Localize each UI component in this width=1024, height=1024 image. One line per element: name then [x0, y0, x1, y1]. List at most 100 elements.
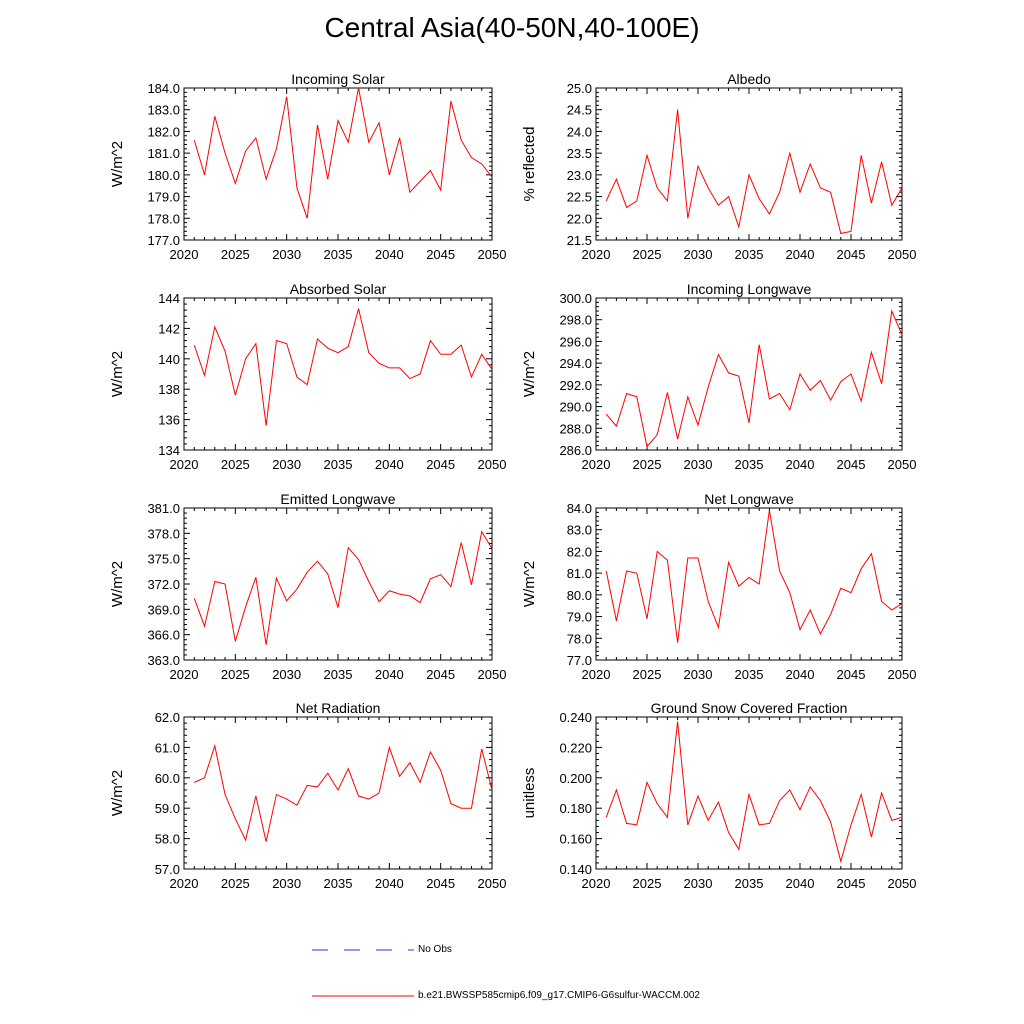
incoming-solar-ytick-label: 183.0 — [147, 103, 180, 118]
incoming-longwave-xtick-label: 2025 — [633, 457, 662, 472]
albedo-xtick-label: 2050 — [888, 247, 917, 262]
incoming-solar-xtick-label: 2035 — [324, 247, 353, 262]
net-radiation-ylabel: W/m^2 — [109, 770, 126, 816]
albedo-ytick-label: 24.5 — [567, 103, 592, 118]
albedo-series-line — [605, 109, 903, 235]
absorbed-solar-ylabel: W/m^2 — [109, 351, 126, 397]
emitted-longwave-title: Emitted Longwave — [280, 491, 395, 507]
net-radiation-title: Net Radiation — [296, 700, 381, 716]
emitted-longwave-xtick-label: 2040 — [375, 667, 404, 682]
incoming-solar-ytick-label: 177.0 — [147, 233, 180, 248]
ground-snow-covered-fraction-title: Ground Snow Covered Fraction — [651, 700, 848, 716]
legend-series-label: b.e21.BWSSP585cmip6.f09_g17.CMIP6-G6sulf… — [418, 990, 700, 1001]
incoming-longwave-ylabel: W/m^2 — [521, 351, 538, 397]
incoming-longwave-xtick-label: 2035 — [735, 457, 764, 472]
emitted-longwave-ytick-label: 375.0 — [147, 552, 180, 567]
albedo-ytick-label: 24.0 — [567, 124, 592, 139]
net-longwave-ytick-label: 77.0 — [567, 653, 592, 668]
net-longwave-series-line — [605, 510, 903, 643]
incoming-solar-xtick-label: 2040 — [375, 247, 404, 262]
emitted-longwave-xtick-label: 2025 — [221, 667, 250, 682]
emitted-longwave-ylabel: W/m^2 — [109, 561, 126, 607]
incoming-solar-xtick-label: 2030 — [272, 247, 301, 262]
incoming-longwave-ytick-label: 286.0 — [559, 443, 592, 458]
incoming-solar-xtick-label: 2050 — [478, 247, 507, 262]
incoming-longwave-ytick-label: 292.0 — [559, 378, 592, 393]
emitted-longwave-ytick-label: 381.0 — [147, 501, 180, 516]
incoming-solar-frame — [183, 87, 493, 241]
incoming-longwave-series-line — [605, 309, 903, 448]
incoming-longwave-frame — [595, 297, 903, 451]
emitted-longwave-xtick-label: 2035 — [324, 667, 353, 682]
albedo-ytick-label: 25.0 — [567, 81, 592, 96]
ground-snow-covered-fraction-ytick-label: 0.200 — [559, 771, 592, 786]
ground-snow-covered-fraction-xtick-label: 2040 — [786, 876, 815, 891]
incoming-solar-ytick-label: 179.0 — [147, 190, 180, 205]
net-longwave-xtick-label: 2030 — [684, 667, 713, 682]
net-longwave-ytick-label: 84.0 — [567, 501, 592, 516]
net-radiation-ytick-label: 60.0 — [155, 771, 180, 786]
net-radiation-series-line — [194, 743, 493, 842]
net-radiation-ytick-label: 59.0 — [155, 801, 180, 816]
incoming-longwave-xtick-label: 2030 — [684, 457, 713, 472]
incoming-solar-title: Incoming Solar — [291, 71, 385, 87]
net-radiation-xtick-label: 2030 — [272, 876, 301, 891]
incoming-solar-ytick-label: 182.0 — [147, 124, 180, 139]
absorbed-solar-ytick-label: 138 — [158, 382, 180, 397]
absorbed-solar-xtick-label: 2050 — [478, 457, 507, 472]
ground-snow-covered-fraction-xtick-label: 2045 — [837, 876, 866, 891]
incoming-longwave-xtick-label: 2040 — [786, 457, 815, 472]
incoming-longwave-xtick-label: 2020 — [582, 457, 611, 472]
incoming-longwave-ytick-label: 294.0 — [559, 356, 592, 371]
albedo-xtick-label: 2035 — [735, 247, 764, 262]
net-longwave-xtick-label: 2050 — [888, 667, 917, 682]
emitted-longwave-ytick-label: 372.0 — [147, 577, 180, 592]
ground-snow-covered-fraction-xtick-label: 2050 — [888, 876, 917, 891]
absorbed-solar-ytick-label: 134 — [158, 443, 180, 458]
ground-snow-covered-fraction-ytick-label: 0.240 — [559, 710, 592, 725]
net-radiation-ytick-label: 61.0 — [155, 740, 180, 755]
net-longwave-ytick-label: 82.0 — [567, 544, 592, 559]
absorbed-solar-title: Absorbed Solar — [290, 281, 387, 297]
absorbed-solar-ytick-label: 142 — [158, 321, 180, 336]
net-longwave-ytick-label: 78.0 — [567, 631, 592, 646]
net-radiation-xtick-label: 2040 — [375, 876, 404, 891]
albedo-ytick-label: 22.5 — [567, 190, 592, 205]
emitted-longwave-ytick-label: 366.0 — [147, 628, 180, 643]
incoming-solar-series-line — [193, 87, 493, 219]
net-longwave-xtick-label: 2025 — [633, 667, 662, 682]
absorbed-solar-ytick-label: 136 — [158, 413, 180, 428]
absorbed-solar-ytick-label: 144 — [158, 291, 180, 306]
incoming-longwave-ytick-label: 300.0 — [559, 291, 592, 306]
ground-snow-covered-fraction-series-line — [605, 721, 903, 864]
net-radiation-ytick-label: 57.0 — [155, 862, 180, 877]
absorbed-solar-xtick-label: 2030 — [272, 457, 301, 472]
net-radiation-frame — [183, 716, 493, 870]
albedo-xtick-label: 2030 — [684, 247, 713, 262]
net-longwave-title: Net Longwave — [704, 491, 794, 507]
emitted-longwave-ytick-label: 378.0 — [147, 526, 180, 541]
incoming-solar-ytick-label: 180.0 — [147, 168, 180, 183]
net-radiation-ytick-label: 58.0 — [155, 832, 180, 847]
incoming-solar-ytick-label: 178.0 — [147, 211, 180, 226]
emitted-longwave-xtick-label: 2020 — [170, 667, 199, 682]
absorbed-solar-series-line — [193, 308, 493, 426]
net-longwave-xtick-label: 2040 — [786, 667, 815, 682]
emitted-longwave-xtick-label: 2050 — [478, 667, 507, 682]
albedo-frame — [595, 87, 903, 241]
emitted-longwave-ytick-label: 363.0 — [147, 653, 180, 668]
albedo-ytick-label: 21.5 — [567, 233, 592, 248]
incoming-longwave-xtick-label: 2045 — [837, 457, 866, 472]
albedo-ytick-label: 23.0 — [567, 168, 592, 183]
absorbed-solar-xtick-label: 2035 — [324, 457, 353, 472]
net-longwave-ytick-label: 83.0 — [567, 523, 592, 538]
ground-snow-covered-fraction-xtick-label: 2025 — [633, 876, 662, 891]
net-longwave-xtick-label: 2020 — [582, 667, 611, 682]
albedo-xtick-label: 2040 — [786, 247, 815, 262]
net-radiation-ytick-label: 62.0 — [155, 710, 180, 725]
net-longwave-frame — [595, 507, 903, 661]
incoming-longwave-title: Incoming Longwave — [687, 281, 812, 297]
incoming-longwave-ytick-label: 290.0 — [559, 400, 592, 415]
ground-snow-covered-fraction-ylabel: unitless — [521, 768, 538, 819]
